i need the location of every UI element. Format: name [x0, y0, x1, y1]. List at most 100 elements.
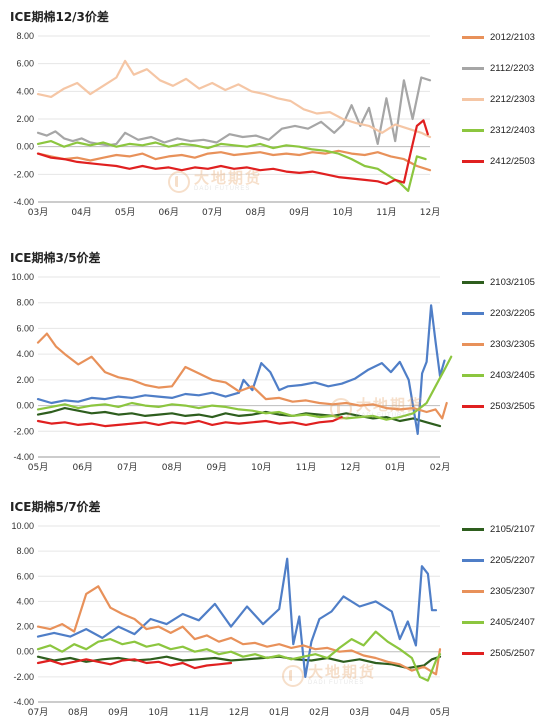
- chart-title: ICE期棉12/3价差: [10, 10, 109, 24]
- legend-label: 2012/2103: [490, 31, 535, 43]
- series-line-2305-2307: [36, 585, 442, 676]
- y-tick-label: 0.00: [16, 647, 34, 657]
- y-tick-label: 2.00: [16, 375, 34, 385]
- legend-item: 2103/2105: [462, 275, 535, 289]
- y-tick-label: -2.00: [13, 169, 34, 179]
- series-line-2203-2205: [36, 304, 446, 435]
- legend-item: 2212/2303: [462, 92, 535, 106]
- x-tick-label: 07月: [28, 707, 48, 718]
- x-tick-label: 11月: [189, 707, 209, 718]
- x-tick-label: 02月: [309, 707, 329, 718]
- legend-item: 2412/2503: [462, 154, 535, 168]
- chart-panel-1: ICE期棉12/3价差 8.00 6.00 4.00 2.00 0.00 -2.00 -4.…: [0, 0, 559, 225]
- x-tick-label: 09月: [206, 462, 226, 473]
- y-tick-label: 6.00: [16, 59, 34, 69]
- y-tick-label: 4.00: [16, 596, 34, 606]
- legend-label: 2303/2305: [490, 338, 535, 350]
- legend-item: 2303/2305: [462, 337, 535, 351]
- legend-swatch: [462, 97, 484, 101]
- series-line-2012-2103: [36, 149, 432, 172]
- legend-item: 2105/2107: [462, 522, 535, 536]
- series-line-2503-2505: [36, 416, 343, 428]
- chart-panel-2: ICE期棉3/5价差 10.00 8.00 6.00 4.00 2.00 0.00 -2.0…: [0, 245, 559, 475]
- x-tick-label: 12月: [420, 207, 440, 218]
- x-tick-label: 08月: [246, 207, 266, 218]
- series-line-2312-2403: [36, 140, 427, 192]
- series-line-2505-2507: [36, 658, 233, 670]
- y-tick-label: 4.00: [16, 349, 34, 359]
- y-tick-label: 4.00: [16, 86, 34, 96]
- x-tick-label: 08月: [68, 707, 88, 718]
- legend-label: 2103/2105: [490, 276, 535, 288]
- legend-item: 2012/2103: [462, 30, 535, 44]
- y-tick-label: -4.00: [13, 452, 34, 462]
- y-tick-label: 0.00: [16, 142, 34, 152]
- legend-label: 2105/2107: [490, 523, 535, 535]
- series-line-2205-2207: [36, 557, 438, 678]
- x-tick-label: 12月: [229, 707, 249, 718]
- legend-swatch: [462, 311, 484, 315]
- y-tick-label: 8.00: [16, 31, 34, 41]
- legend-label: 2312/2403: [490, 124, 535, 136]
- x-tick-label: 04月: [390, 707, 410, 718]
- legend-item: 2403/2405: [462, 368, 535, 382]
- legend-swatch: [462, 35, 484, 39]
- legend-item: 2503/2505: [462, 399, 535, 413]
- legend-item: 2112/2203: [462, 61, 534, 75]
- x-tick-label: 01月: [269, 707, 289, 718]
- legend-swatch: [462, 128, 484, 132]
- x-tick-label: 01月: [385, 462, 405, 473]
- series-line-2212-2303: [36, 59, 432, 139]
- x-tick-label: 10月: [251, 462, 271, 473]
- legend-item: 2312/2403: [462, 123, 535, 137]
- legend-label: 2305/2307: [490, 585, 535, 597]
- x-tick-label: 05月: [115, 207, 135, 218]
- legend-label: 2205/2207: [490, 554, 535, 566]
- y-tick-label: -4.00: [13, 697, 34, 707]
- y-tick-label: 2.00: [16, 114, 34, 124]
- x-tick-label: 03月: [349, 707, 369, 718]
- legend-swatch: [462, 404, 484, 408]
- legend-label: 2203/2205: [490, 307, 535, 319]
- x-tick-label: 10月: [333, 207, 353, 218]
- legend-label: 2405/2407: [490, 616, 535, 628]
- legend-label: 2403/2405: [490, 369, 535, 381]
- legend-swatch: [462, 620, 484, 624]
- x-tick-label: 11月: [296, 462, 316, 473]
- series-line-2403-2405: [36, 355, 453, 421]
- x-tick-label: 05月: [430, 707, 450, 718]
- legend-label: 2412/2503: [490, 155, 535, 167]
- x-tick-label: 02月: [430, 462, 450, 473]
- chart-title: ICE期棉5/7价差: [10, 500, 101, 514]
- y-tick-label: -2.00: [13, 672, 34, 682]
- y-tick-label: 8.00: [16, 298, 34, 308]
- chart-title: ICE期棉3/5价差: [10, 251, 101, 265]
- series-line-2112-2203: [36, 76, 432, 147]
- x-tick-label: 09月: [289, 207, 309, 218]
- x-tick-label: 05月: [28, 462, 48, 473]
- legend-swatch: [462, 527, 484, 531]
- x-tick-label: 10月: [148, 707, 168, 718]
- series-line-2405-2407: [36, 630, 442, 682]
- legend-item: 2305/2307: [462, 584, 535, 598]
- x-tick-label: 08月: [162, 462, 182, 473]
- y-tick-label: 8.00: [16, 546, 34, 556]
- series-line-2103-2105: [36, 407, 442, 428]
- x-tick-label: 11月: [376, 207, 396, 218]
- legend-swatch: [462, 651, 484, 655]
- y-tick-label: 10.00: [11, 521, 34, 531]
- chart-legend: 2103/2105 2203/2205 2303/2305 2403/2405 2503…: [462, 245, 559, 475]
- y-tick-label: 6.00: [16, 571, 34, 581]
- legend-label: 2212/2303: [490, 93, 535, 105]
- legend-label: 2505/2507: [490, 647, 535, 659]
- legend-swatch: [462, 280, 484, 284]
- x-tick-label: 06月: [72, 462, 92, 473]
- x-tick-label: 09月: [108, 707, 128, 718]
- legend-swatch: [462, 159, 484, 163]
- legend-label: 2112/2203: [490, 62, 535, 74]
- x-tick-label: 07月: [202, 207, 222, 218]
- legend-item: 2205/2207: [462, 553, 535, 567]
- x-tick-label: 03月: [28, 207, 48, 218]
